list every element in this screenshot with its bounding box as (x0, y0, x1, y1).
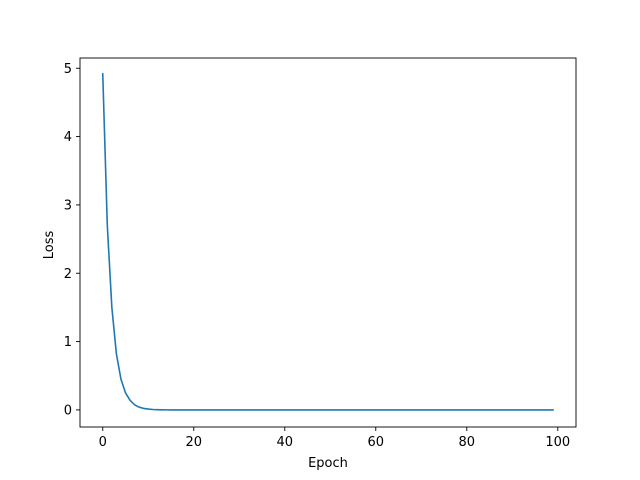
y-axis-label: Loss (42, 231, 57, 260)
plot-layer (101, 72, 555, 411)
x-tick-label: 40 (276, 435, 293, 450)
y-tick-label: 4 (64, 130, 72, 145)
y-tick-label: 0 (64, 403, 72, 418)
x-tick-label: 80 (459, 435, 476, 450)
y-tick-label: 5 (64, 62, 72, 77)
x-tick-label: 100 (545, 435, 570, 450)
axes-frame (79, 57, 577, 428)
x-tick-label: 0 (99, 435, 107, 450)
axes-layer: 0 20 40 60 80 100 0 1 2 3 4 5 (64, 57, 577, 450)
x-axis-label: Epoch (308, 456, 348, 471)
y-tick-label: 3 (64, 198, 72, 213)
loss-series-line (101, 72, 555, 411)
x-tick-label: 60 (368, 435, 385, 450)
y-tick-label: 2 (64, 267, 72, 282)
y-tick-label: 1 (64, 335, 72, 350)
x-tick-label: 20 (185, 435, 202, 450)
